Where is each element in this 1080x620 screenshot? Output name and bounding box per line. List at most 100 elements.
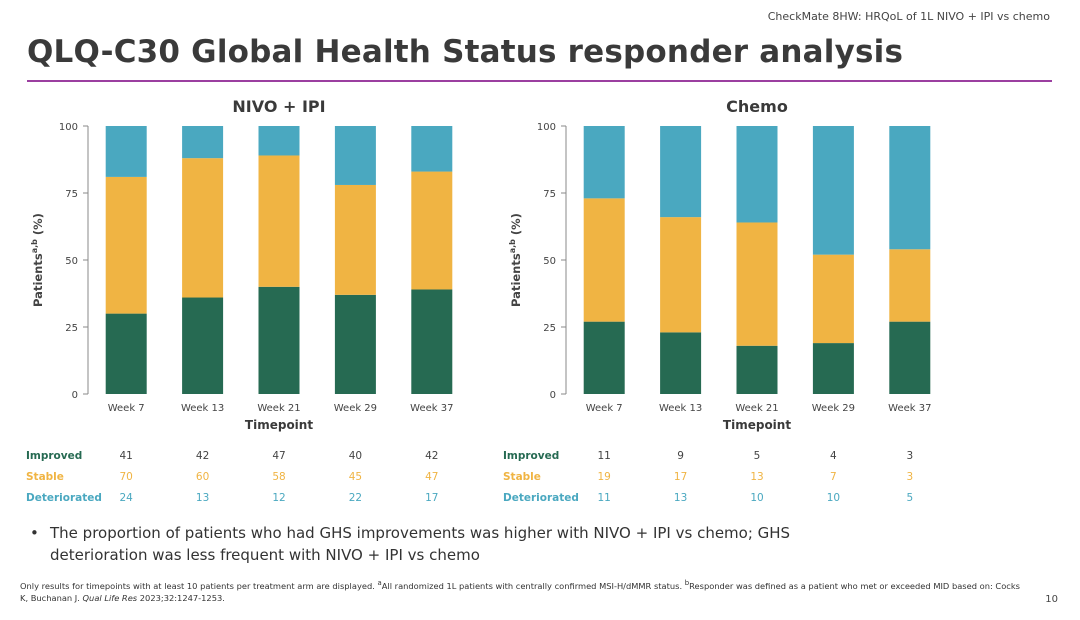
- footnote-text: Responder was defined as a patient who m…: [20, 580, 1020, 603]
- y-axis-label-unit: (%): [31, 213, 45, 239]
- page-title: QLQ-C30 Global Health Status responder a…: [27, 34, 904, 70]
- x-tick-label: Week 7: [586, 403, 623, 414]
- y-axis-label-unit: (%): [509, 213, 523, 239]
- count-cell-improved: 4: [830, 450, 837, 462]
- chart-title: Chemo: [726, 97, 788, 116]
- bar-segment-stable: [105, 176, 147, 314]
- y-tick-label: 100: [59, 122, 78, 133]
- x-tick-label: Week 37: [410, 403, 453, 414]
- x-tick-label: Week 21: [735, 403, 778, 414]
- x-tick-label: Week 21: [257, 403, 300, 414]
- count-cell-stable: 45: [348, 471, 363, 483]
- count-cell-deteriorated: 22: [348, 492, 363, 504]
- count-cell-improved: 40: [348, 450, 363, 462]
- count-cell-improved: 42: [425, 450, 439, 462]
- bar-segment-deteriorated: [812, 126, 854, 255]
- row-label-stable: Stable: [503, 471, 541, 483]
- counts-table-chemo: Improved 11 9 5 4 3 Stable 19 17 13 7 3 Deteriorated…: [503, 450, 963, 514]
- bar-segment-deteriorated: [889, 126, 931, 250]
- row-label-improved: Improved: [26, 450, 83, 462]
- bar-segment-stable: [411, 171, 453, 290]
- chart-svg: NIVO + IPI 0 25 50 75 100 Patientsa,b (%) Week …: [30, 97, 453, 432]
- bar-segment-improved: [736, 345, 778, 394]
- count-cell-deteriorated: 24: [119, 492, 133, 504]
- page-number: 10: [1045, 594, 1058, 605]
- count-cell-improved: 41: [119, 450, 133, 462]
- count-cell-deteriorated: 10: [826, 492, 841, 504]
- row-label-deteriorated: Deteriorated: [503, 492, 579, 504]
- count-cell-stable: 47: [425, 471, 439, 483]
- bar-segment-improved: [812, 343, 854, 394]
- y-tick-label: 100: [537, 122, 556, 133]
- y-tick-label: 0: [72, 390, 78, 401]
- bar-segment-stable: [812, 254, 854, 344]
- bar-segment-deteriorated: [583, 126, 625, 199]
- count-cell-stable: 58: [272, 471, 286, 483]
- count-cell-deteriorated: 13: [195, 492, 210, 504]
- y-tick-label: 50: [543, 256, 556, 267]
- y-tick-label: 75: [543, 189, 556, 200]
- bar-segment-stable: [258, 155, 300, 287]
- footnote-sup-b: b: [684, 579, 690, 587]
- count-cell-improved: 11: [597, 450, 611, 462]
- count-cell-stable: 19: [597, 471, 611, 483]
- count-cell-deteriorated: 10: [750, 492, 764, 504]
- count-cell-improved: 9: [677, 450, 684, 462]
- footnote-sup-a: a: [377, 579, 382, 587]
- key-finding-text: The proportion of patients who had GHS i…: [50, 524, 791, 564]
- count-cell-improved: 3: [906, 450, 914, 462]
- bar-segment-deteriorated: [258, 126, 300, 156]
- bar-segment-stable: [889, 249, 931, 322]
- count-cell-deteriorated: 17: [425, 492, 439, 504]
- bar-segment-improved: [258, 286, 300, 394]
- y-axis-label-superscript: a,b: [508, 239, 517, 253]
- count-cell-deteriorated: 5: [906, 492, 914, 504]
- bar-segment-stable: [736, 222, 778, 346]
- bar-segment-stable: [182, 158, 224, 298]
- bar-segment-stable: [334, 184, 376, 295]
- count-cell-stable: 17: [673, 471, 688, 483]
- footnote: Only results for timepoints with at leas…: [20, 577, 1020, 604]
- key-finding: • The proportion of patients who had GHS…: [30, 522, 870, 566]
- footnote-journal: Qual Life Res: [82, 592, 138, 603]
- slide-reference: CheckMate 8HW: HRQoL of 1L NIVO + IPI vs…: [767, 10, 1050, 23]
- bullet-symbol: •: [30, 524, 39, 542]
- x-tick-label: Week 37: [888, 403, 931, 414]
- y-tick-label: 0: [550, 390, 556, 401]
- counts-table-nivo-ipi: Improved 41 42 47 40 42 Stable 70 60 58 45 47 Deteri…: [26, 450, 486, 514]
- x-axis-label: Timepoint: [245, 418, 313, 432]
- count-cell-improved: 47: [272, 450, 286, 462]
- count-cell-stable: 3: [906, 471, 914, 483]
- bar-segment-improved: [660, 332, 702, 394]
- footnote-text: 2023;32:1247-1253.: [137, 592, 225, 603]
- count-cell-improved: 5: [753, 450, 761, 462]
- bar-segment-deteriorated: [736, 126, 778, 223]
- x-axis-label: Timepoint: [723, 418, 791, 432]
- count-cell-stable: 7: [830, 471, 837, 483]
- row-label-stable: Stable: [26, 471, 64, 483]
- bar-segment-deteriorated: [182, 126, 224, 159]
- count-cell-stable: 13: [750, 471, 764, 483]
- chart-nivo-ipi: NIVO + IPI 0 25 50 75 100 Patientsa,b (%) Week …: [20, 86, 490, 436]
- y-axis-label: Patientsa,b (%): [508, 213, 523, 307]
- y-axis-label-superscript: a,b: [30, 239, 39, 253]
- chart-title: NIVO + IPI: [232, 97, 325, 116]
- count-cell-deteriorated: 11: [597, 492, 611, 504]
- bar-segment-deteriorated: [105, 126, 147, 177]
- x-tick-label: Week 13: [181, 403, 224, 414]
- bar-segment-improved: [334, 294, 376, 394]
- bar-segment-improved: [889, 321, 931, 394]
- bar-segment-stable: [660, 217, 702, 333]
- bar-segment-deteriorated: [334, 126, 376, 185]
- bar-segment-deteriorated: [411, 126, 453, 172]
- chart-svg: Chemo 0 25 50 75 100 Patientsa,b (%) Week 7 Week…: [508, 97, 931, 432]
- y-axis-label: Patientsa,b (%): [30, 213, 45, 307]
- bar-segment-stable: [583, 198, 625, 322]
- row-label-deteriorated: Deteriorated: [26, 492, 102, 504]
- chart-chemo: Chemo 0 25 50 75 100 Patientsa,b (%) Week 7 Week…: [498, 86, 968, 436]
- y-tick-label: 25: [543, 323, 556, 334]
- x-tick-label: Week 13: [659, 403, 702, 414]
- x-tick-label: Week 29: [812, 403, 855, 414]
- bar-segment-deteriorated: [660, 126, 702, 218]
- y-axis-label-text: Patients: [31, 253, 45, 307]
